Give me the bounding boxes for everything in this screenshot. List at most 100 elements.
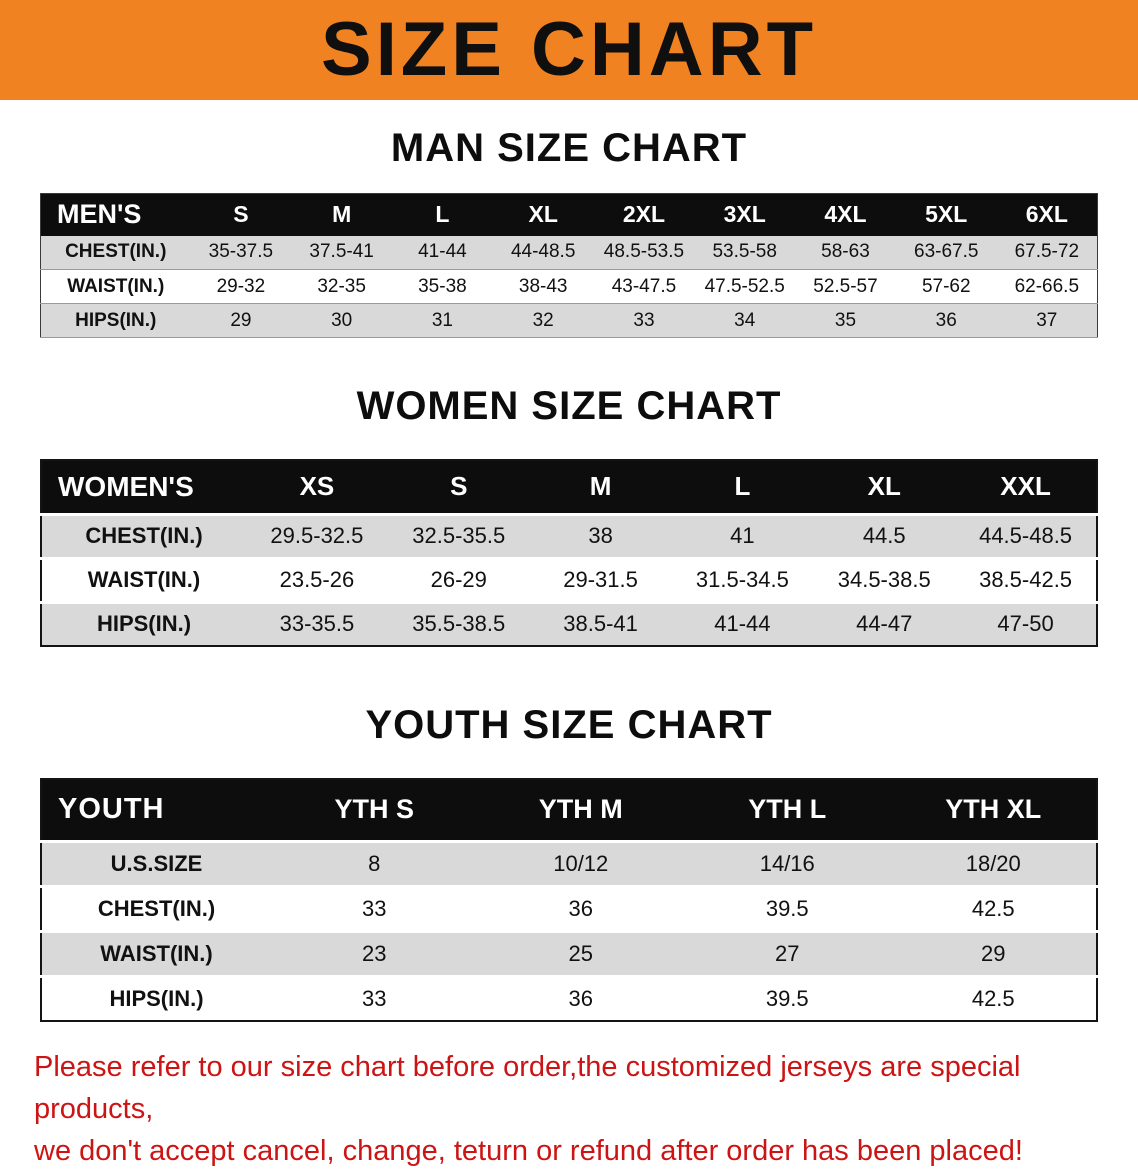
- size-value-cell: 35-38: [392, 269, 493, 304]
- size-value-cell: 25: [477, 929, 684, 976]
- size-value-cell: 38.5-41: [529, 600, 672, 646]
- size-value-cell: 26-29: [387, 556, 530, 602]
- column-header: XS: [246, 460, 388, 514]
- column-header: YTH S: [271, 779, 478, 841]
- table-row: WAIST(IN.) 29-32 32-35 35-38 38-43 43-47.5 47.…: [40, 269, 1098, 304]
- size-value-cell: 38.5-42.5: [955, 556, 1097, 602]
- size-value-cell: 35-37.5: [190, 235, 292, 270]
- column-header: YTH L: [684, 779, 891, 841]
- size-value-cell: 32.5-35.5: [387, 512, 530, 558]
- column-header: M: [291, 193, 393, 236]
- table-header-label: MEN'S: [40, 193, 191, 236]
- women-size-section: WOMEN SIZE CHART WOMEN'S XS S M L XL XXL CHEST(…: [0, 384, 1138, 647]
- man-size-table: MEN'S S M L XL 2XL 3XL 4XL 5XL 6XL CHEST(IN.) 35-37…: [40, 193, 1098, 338]
- size-value-cell: 14/16: [684, 839, 891, 886]
- size-value-cell: 44-48.5: [492, 235, 594, 270]
- size-value-cell: 30: [291, 303, 393, 338]
- size-value-cell: 52.5-57: [795, 269, 896, 304]
- column-header: L: [392, 193, 493, 236]
- size-chart-banner: SIZE CHART: [0, 0, 1138, 100]
- size-value-cell: 43-47.5: [593, 269, 695, 304]
- women-size-heading: WOMEN SIZE CHART: [356, 384, 782, 428]
- size-value-cell: 47-50: [955, 600, 1097, 646]
- header-row: YOUTH YTH S YTH M YTH L YTH XL: [41, 779, 1097, 841]
- column-header: YTH XL: [890, 779, 1097, 841]
- disclaimer-note: Please refer to our size chart before or…: [34, 1046, 1104, 1172]
- size-value-cell: 48.5-53.5: [593, 235, 695, 270]
- size-value-cell: 32: [492, 303, 594, 338]
- row-label: CHEST(IN.): [41, 884, 271, 931]
- size-value-cell: 38-43: [492, 269, 594, 304]
- disclaimer-line-1: Please refer to our size chart before or…: [34, 1051, 1021, 1126]
- table-header-label: YOUTH: [41, 779, 271, 841]
- column-header: M: [529, 460, 672, 514]
- size-value-cell: 33: [271, 974, 478, 1021]
- column-header: 5XL: [895, 193, 997, 236]
- table-row: HIPS(IN.) 33 36 39.5 42.5: [41, 974, 1097, 1021]
- size-value-cell: 10/12: [477, 839, 684, 886]
- table-row: CHEST(IN.) 33 36 39.5 42.5: [41, 884, 1097, 931]
- size-value-cell: 27: [684, 929, 891, 976]
- size-value-cell: 34: [694, 303, 796, 338]
- youth-size-section: YOUTH SIZE CHART YOUTH YTH S YTH M YTH L YTH…: [0, 703, 1138, 1022]
- youth-size-table: YOUTH YTH S YTH M YTH L YTH XL U.S.SIZE 8 10/12…: [40, 778, 1098, 1022]
- row-label: WAIST(IN.): [41, 929, 271, 976]
- size-value-cell: 37.5-41: [291, 235, 393, 270]
- size-value-cell: 31.5-34.5: [671, 556, 814, 602]
- size-value-cell: 57-62: [895, 269, 997, 304]
- size-value-cell: 33-35.5: [246, 600, 388, 646]
- table-row: U.S.SIZE 8 10/12 14/16 18/20: [41, 839, 1097, 886]
- size-value-cell: 38: [529, 512, 672, 558]
- size-value-cell: 34.5-38.5: [813, 556, 956, 602]
- row-label: HIPS(IN.): [40, 303, 191, 338]
- man-size-heading: MAN SIZE CHART: [390, 126, 748, 170]
- row-label: WAIST(IN.): [41, 556, 246, 602]
- column-header: 2XL: [593, 193, 695, 236]
- size-value-cell: 53.5-58: [694, 235, 796, 270]
- size-value-cell: 23: [271, 929, 478, 976]
- row-label: U.S.SIZE: [41, 839, 271, 886]
- column-header: 3XL: [694, 193, 796, 236]
- size-value-cell: 67.5-72: [996, 235, 1098, 270]
- size-value-cell: 47.5-52.5: [694, 269, 796, 304]
- size-value-cell: 32-35: [291, 269, 393, 304]
- size-value-cell: 44.5-48.5: [955, 512, 1097, 558]
- size-value-cell: 33: [271, 884, 478, 931]
- size-value-cell: 39.5: [684, 884, 891, 931]
- table-row: WAIST(IN.) 23.5-26 26-29 29-31.5 31.5-34.5 34…: [41, 556, 1097, 602]
- size-value-cell: 41-44: [392, 235, 493, 270]
- size-value-cell: 42.5: [890, 884, 1097, 931]
- size-value-cell: 44.5: [813, 512, 956, 558]
- size-value-cell: 18/20: [890, 839, 1097, 886]
- table-row: CHEST(IN.) 35-37.5 37.5-41 41-44 44-48.5 48.5…: [40, 235, 1098, 270]
- row-label: HIPS(IN.): [41, 974, 271, 1021]
- table-row: HIPS(IN.) 33-35.5 35.5-38.5 38.5-41 41-44 44-…: [41, 600, 1097, 646]
- row-label: CHEST(IN.): [41, 512, 246, 558]
- column-header: YTH M: [477, 779, 684, 841]
- size-value-cell: 44-47: [813, 600, 956, 646]
- size-value-cell: 31: [392, 303, 493, 338]
- size-value-cell: 41: [671, 512, 814, 558]
- column-header: XL: [813, 460, 956, 514]
- header-row: WOMEN'S XS S M L XL XXL: [41, 460, 1097, 514]
- man-size-section: MAN SIZE CHART MEN'S S M L XL 2XL 3XL 4XL 5XL 6XL…: [0, 126, 1138, 338]
- size-value-cell: 36: [895, 303, 997, 338]
- size-value-cell: 41-44: [671, 600, 814, 646]
- table-row: CHEST(IN.) 29.5-32.5 32.5-35.5 38 41 44.5 44.5…: [41, 512, 1097, 558]
- youth-size-heading: YOUTH SIZE CHART: [365, 703, 773, 747]
- banner-title: SIZE CHART: [321, 7, 817, 92]
- column-header: XL: [492, 193, 594, 236]
- size-value-cell: 29.5-32.5: [246, 512, 388, 558]
- size-value-cell: 35: [795, 303, 896, 338]
- table-row: WAIST(IN.) 23 25 27 29: [41, 929, 1097, 976]
- size-value-cell: 36: [477, 884, 684, 931]
- size-value-cell: 33: [593, 303, 695, 338]
- table-row: HIPS(IN.) 29 30 31 32 33 34 35 36 37: [40, 303, 1098, 338]
- size-value-cell: 36: [477, 974, 684, 1021]
- row-label: WAIST(IN.): [40, 269, 191, 304]
- size-value-cell: 29-32: [190, 269, 292, 304]
- column-header: S: [190, 193, 292, 236]
- disclaimer-line-2: we don't accept cancel, change, teturn o…: [34, 1135, 1023, 1168]
- column-header: L: [671, 460, 814, 514]
- table-header-label: WOMEN'S: [41, 460, 246, 514]
